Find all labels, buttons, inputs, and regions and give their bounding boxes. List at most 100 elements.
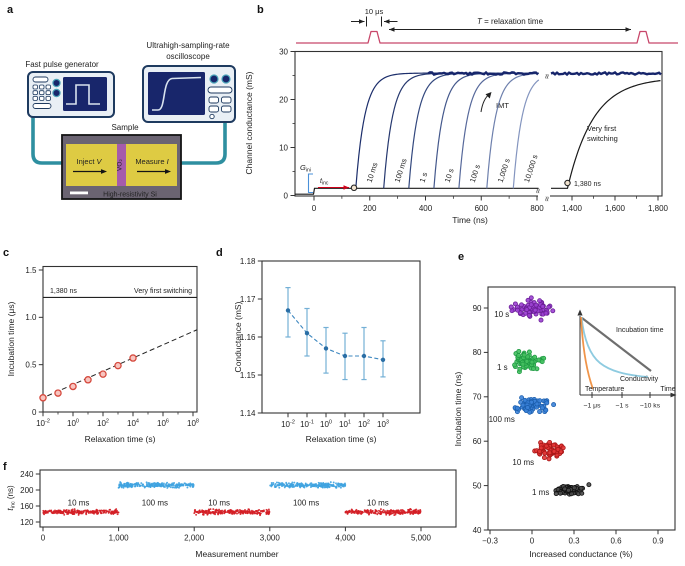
curve-label: 10 ms xyxy=(365,161,380,183)
f-scatter-point xyxy=(171,482,174,485)
e-scatter-point xyxy=(516,348,522,354)
inset-x-tick-label: ~10 ks xyxy=(640,403,661,410)
e-scatter-point xyxy=(544,400,550,406)
f-scatter-point xyxy=(223,512,226,515)
b-x-tick-label: 200 xyxy=(363,204,377,213)
f-scatter-point xyxy=(356,510,359,513)
cable-left xyxy=(31,113,63,165)
inset-x-arrowhead-icon xyxy=(670,392,677,398)
g-ini-bracket xyxy=(307,173,313,194)
f-scatter-point xyxy=(285,481,288,484)
f-y-tick-label: 120 xyxy=(20,518,34,527)
f-scatter-point xyxy=(386,510,389,513)
f-scatter-point xyxy=(105,509,107,512)
electrode-left xyxy=(66,144,117,186)
measure-label: Measure I xyxy=(135,157,168,166)
f-scatter-point xyxy=(141,484,144,487)
f-scatter-point xyxy=(293,481,296,484)
f-scatter-point xyxy=(309,482,312,485)
f-scatter-point xyxy=(129,482,132,485)
f-scatter-point xyxy=(356,512,359,515)
f-scatter-point xyxy=(170,484,173,487)
f-scatter-point xyxy=(228,509,231,512)
e-plot-frame xyxy=(487,286,676,531)
f-scatter-point xyxy=(353,512,356,514)
f-scatter-point xyxy=(56,510,59,513)
break-squiggle-icon: ≈ xyxy=(542,74,552,79)
f-scatter-point xyxy=(337,482,339,485)
vo2-label: VO₂ xyxy=(117,159,124,171)
f-scatter-point xyxy=(112,512,115,515)
e-scatter-point xyxy=(586,482,592,488)
f-scatter-point xyxy=(54,509,56,512)
first-switch-onset-marker xyxy=(564,179,571,187)
d-x-tick-label: 102 xyxy=(358,420,370,430)
f-scatter-point xyxy=(67,511,69,513)
f-scatter-point xyxy=(374,512,377,515)
e-y-tick-label: 90 xyxy=(473,304,482,313)
f-scatter-point xyxy=(339,486,342,489)
f-scatter-point xyxy=(145,481,148,484)
e-scatter-point xyxy=(579,490,585,496)
curve-label: 10,000 s xyxy=(522,153,540,183)
f-scatter-point xyxy=(216,509,219,512)
f-scatter-point xyxy=(359,510,362,513)
e-scatter-point xyxy=(539,359,545,365)
f-scatter-point xyxy=(389,513,392,516)
cluster-label: 10 s xyxy=(494,310,509,319)
d-data-point xyxy=(323,346,329,351)
inset-conductivity-label: Conductivity xyxy=(620,376,659,383)
f-scatter-point xyxy=(226,511,229,514)
inset-y-arrowhead-icon xyxy=(577,309,583,316)
d-data-line xyxy=(287,310,384,361)
e-scatter-point xyxy=(515,307,521,313)
e-scatter-point xyxy=(514,405,520,411)
inset-incubation-label: Incubation time xyxy=(616,327,664,334)
e-y-tick-label: 70 xyxy=(473,393,482,402)
f-scatter-point xyxy=(211,511,214,514)
f-scatter-point xyxy=(239,513,242,516)
b-x-tick-label: 600 xyxy=(475,204,489,213)
f-scatter-point xyxy=(257,509,260,512)
f-scatter-point xyxy=(118,486,121,488)
instrument-button xyxy=(209,113,215,120)
c-data-point xyxy=(114,361,122,370)
f-scatter-point xyxy=(260,509,262,512)
e-scatter-point xyxy=(512,301,518,307)
f-scatter-point xyxy=(329,481,332,484)
f-scatter-point xyxy=(63,513,66,516)
c-y-axis-label: Incubation time (μs) xyxy=(6,301,16,376)
f-scatter-point xyxy=(175,483,178,486)
f-scatter-point xyxy=(407,509,410,511)
f-scatter-point xyxy=(360,512,363,515)
inset-temperature-label: Temperature xyxy=(585,386,624,393)
e-scatter-point xyxy=(551,448,557,454)
f-scatter-point xyxy=(415,510,418,513)
electrode-right xyxy=(126,144,177,186)
instrument-button xyxy=(208,96,219,104)
f-scatter-point xyxy=(280,483,283,486)
f-scatter-point xyxy=(322,482,325,485)
f-scatter-point xyxy=(272,483,275,486)
inset-x-tick-label: ~1 μs xyxy=(584,403,602,410)
pulse-generator-label: Fast pulse generator xyxy=(25,60,99,69)
f-scatter-point xyxy=(137,482,140,485)
oscilloscope xyxy=(142,65,236,123)
e-scatter-point xyxy=(516,353,522,358)
f-scatter-point xyxy=(72,510,75,513)
e-y-tick-label: 80 xyxy=(473,348,482,357)
f-scatter-point xyxy=(166,481,169,484)
f-scatter-point xyxy=(239,510,242,513)
imt-label: IMT xyxy=(496,101,509,110)
b-y-tick-label: 0 xyxy=(284,192,289,201)
f-scatter-point xyxy=(381,510,384,513)
d-y-tick-label: 1.17 xyxy=(240,295,256,304)
f-scatter-point xyxy=(178,482,180,484)
oscilloscope-label-line2: oscilloscope xyxy=(166,52,210,61)
e-scatter-point xyxy=(533,302,539,308)
cluster-label: 1 ms xyxy=(532,488,549,497)
e-scatter-point xyxy=(534,401,540,407)
f-scatter-point xyxy=(344,511,347,514)
baseline-trace xyxy=(295,187,539,195)
e-scatter-point xyxy=(571,485,577,491)
